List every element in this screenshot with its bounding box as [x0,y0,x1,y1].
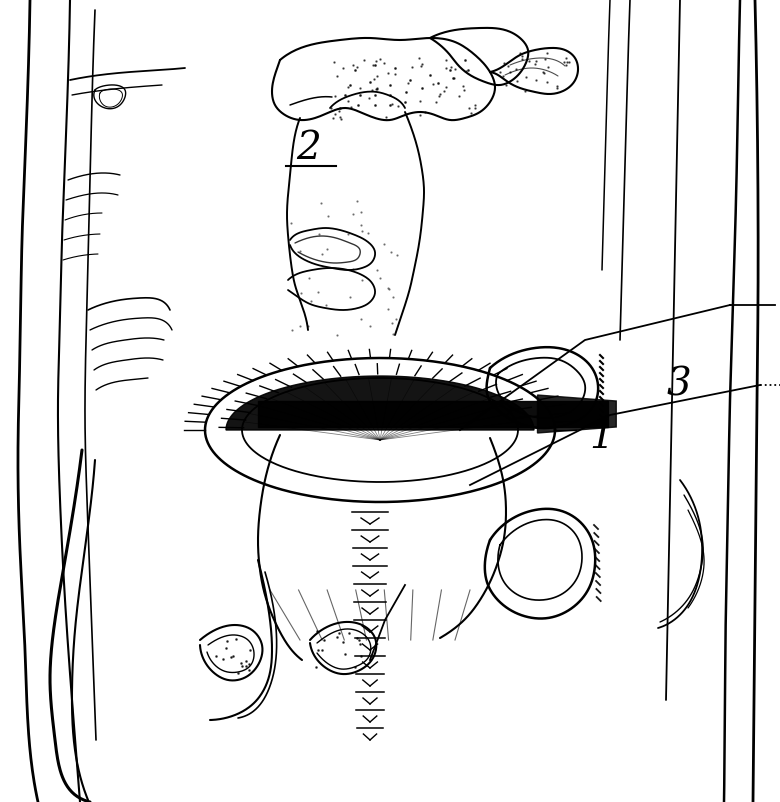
Text: 2: 2 [296,130,321,167]
Polygon shape [257,401,608,427]
Text: 1: 1 [589,419,614,456]
Polygon shape [226,376,534,430]
Polygon shape [537,395,616,433]
Text: 3: 3 [667,367,692,403]
